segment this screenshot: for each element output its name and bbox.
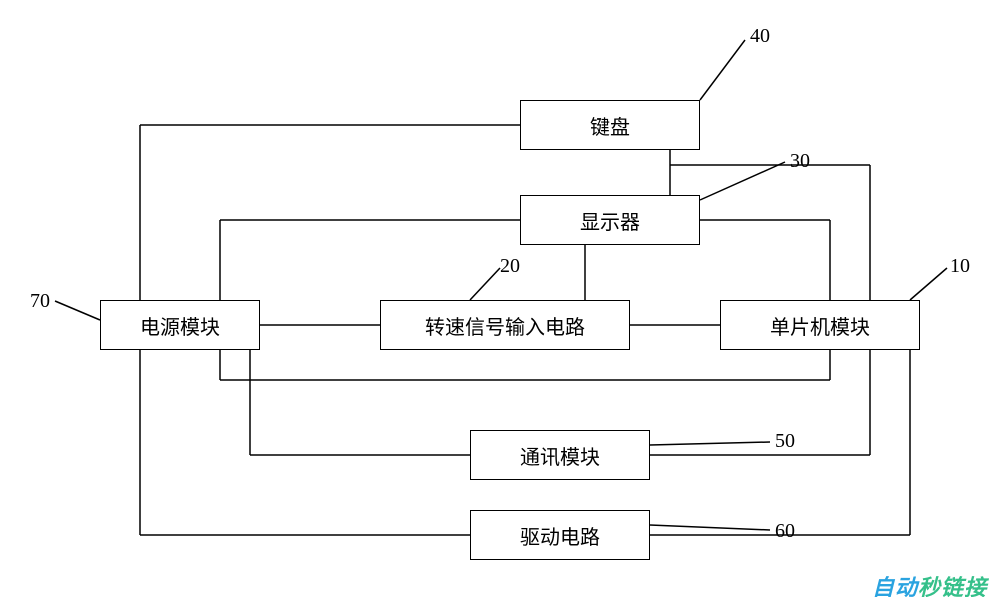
node-power: 电源模块: [100, 300, 260, 350]
node-speed-label: 转速信号输入电路: [425, 311, 585, 340]
ref-label-display: 30: [790, 150, 810, 173]
node-mcu-label: 单片机模块: [770, 311, 870, 340]
node-keyboard-label: 键盘: [590, 111, 630, 140]
ref-label-comm: 50: [775, 430, 795, 453]
ref-label-driver: 60: [775, 520, 795, 543]
ref-label-power: 70: [30, 290, 50, 313]
watermark: 自动秒链接: [872, 570, 987, 597]
ref-label-mcu: 10: [950, 255, 970, 278]
node-comm-label: 通讯模块: [520, 441, 600, 470]
diagram-wires: [0, 0, 1000, 597]
node-speed: 转速信号输入电路: [380, 300, 630, 350]
node-display: 显示器: [520, 195, 700, 245]
node-mcu: 单片机模块: [720, 300, 920, 350]
node-comm: 通讯模块: [470, 430, 650, 480]
ref-label-keyboard: 40: [750, 25, 770, 48]
node-driver: 驱动电路: [470, 510, 650, 560]
node-display-label: 显示器: [580, 206, 640, 235]
node-driver-label: 驱动电路: [520, 521, 600, 550]
ref-label-speed: 20: [500, 255, 520, 278]
node-power-label: 电源模块: [140, 311, 220, 340]
node-keyboard: 键盘: [520, 100, 700, 150]
